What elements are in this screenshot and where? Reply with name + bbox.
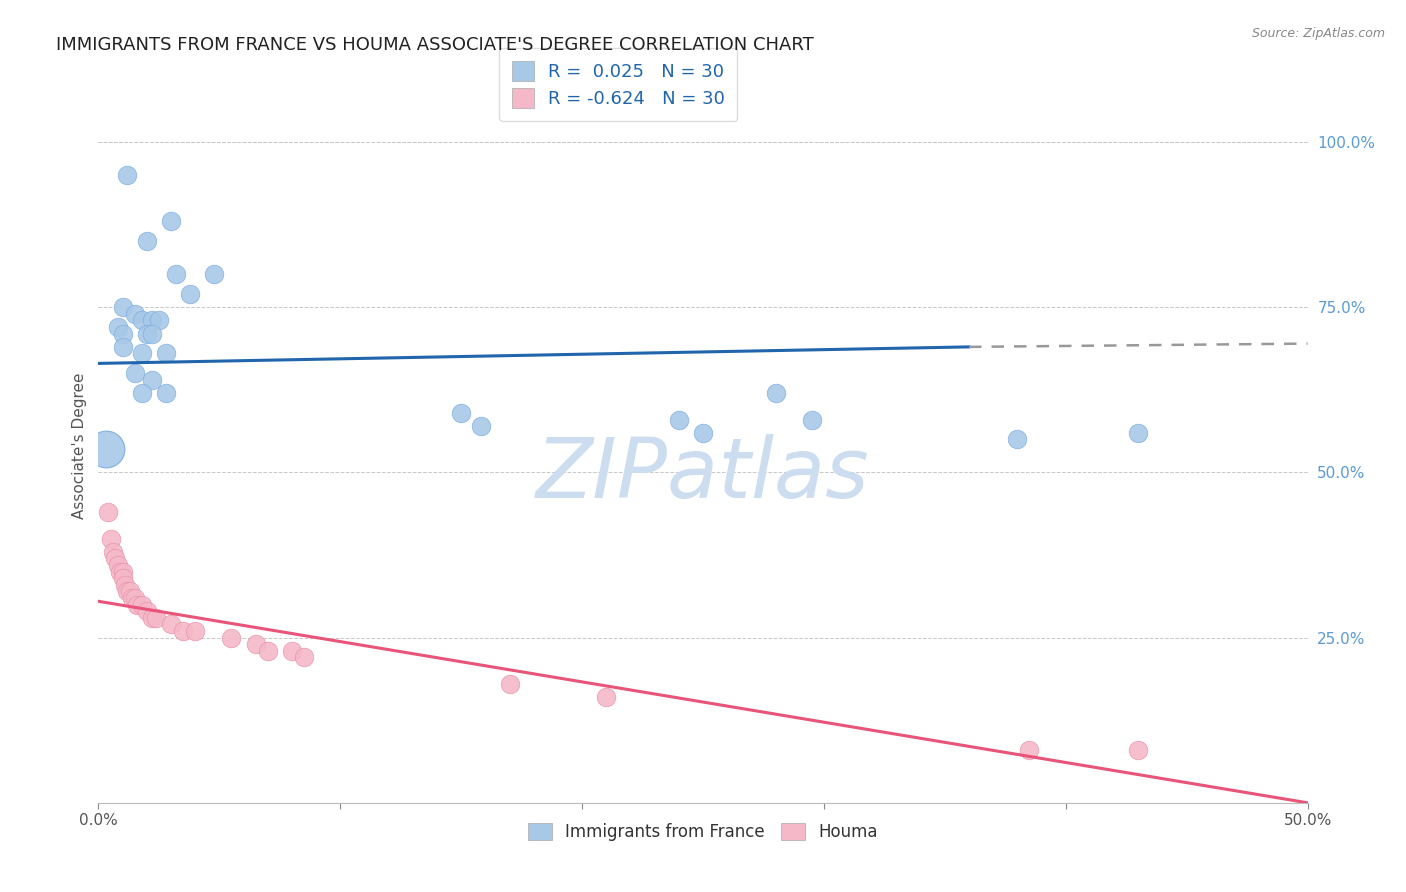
Point — [94, 442, 117, 457]
Point — [160, 617, 183, 632]
Point — [124, 307, 146, 321]
Point — [172, 624, 194, 638]
Point — [135, 326, 157, 341]
Y-axis label: Associate's Degree: Associate's Degree — [72, 373, 87, 519]
Point — [668, 412, 690, 426]
Point — [692, 425, 714, 440]
Point — [256, 644, 278, 658]
Point — [141, 373, 163, 387]
Point — [1128, 425, 1150, 440]
Point — [765, 386, 787, 401]
Point — [131, 313, 153, 327]
Point — [117, 584, 139, 599]
Point — [179, 287, 201, 301]
Point — [124, 367, 146, 381]
Point — [100, 532, 122, 546]
Point — [135, 604, 157, 618]
Text: ZIPatlas: ZIPatlas — [536, 434, 870, 515]
Point — [148, 313, 170, 327]
Point — [124, 591, 146, 605]
Point — [155, 386, 177, 401]
Point — [145, 611, 167, 625]
Text: Source: ZipAtlas.com: Source: ZipAtlas.com — [1251, 27, 1385, 40]
Point — [292, 650, 315, 665]
Point — [245, 637, 267, 651]
Point — [108, 565, 131, 579]
Point — [800, 412, 823, 426]
Point — [1018, 743, 1040, 757]
Point — [111, 300, 134, 314]
Point — [127, 598, 149, 612]
Point — [121, 591, 143, 605]
Point — [165, 267, 187, 281]
Point — [131, 386, 153, 401]
Point — [114, 578, 136, 592]
Point — [141, 326, 163, 341]
Point — [281, 644, 304, 658]
Point — [595, 690, 617, 704]
Point — [111, 565, 134, 579]
Point — [111, 340, 134, 354]
Point — [104, 551, 127, 566]
Point — [1007, 433, 1029, 447]
Text: IMMIGRANTS FROM FRANCE VS HOUMA ASSOCIATE'S DEGREE CORRELATION CHART: IMMIGRANTS FROM FRANCE VS HOUMA ASSOCIAT… — [56, 36, 814, 54]
Legend: Immigrants from France, Houma: Immigrants from France, Houma — [522, 816, 884, 848]
Point — [155, 346, 177, 360]
Point — [498, 677, 520, 691]
Point — [160, 214, 183, 228]
Point — [107, 558, 129, 572]
Point — [118, 584, 141, 599]
Point — [450, 406, 472, 420]
Point — [141, 611, 163, 625]
Point — [135, 234, 157, 248]
Point — [470, 419, 492, 434]
Point — [1128, 743, 1150, 757]
Point — [107, 320, 129, 334]
Point — [117, 168, 139, 182]
Point — [97, 505, 120, 519]
Point — [204, 267, 226, 281]
Point — [131, 346, 153, 360]
Point — [184, 624, 207, 638]
Point — [131, 598, 153, 612]
Point — [111, 326, 134, 341]
Point — [141, 313, 163, 327]
Point — [101, 545, 124, 559]
Point — [221, 631, 243, 645]
Point — [111, 571, 134, 585]
